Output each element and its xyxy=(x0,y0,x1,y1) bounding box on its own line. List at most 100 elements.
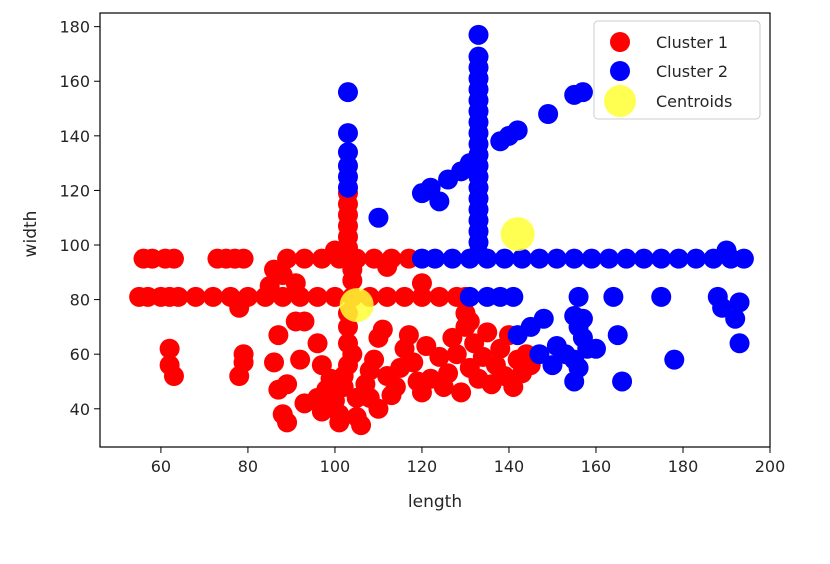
cluster-1-point xyxy=(264,352,285,373)
cluster-1-point xyxy=(168,286,189,307)
cluster-1-point xyxy=(403,352,424,373)
x-axis: 60 80 100 120 140 160 180 200 xyxy=(151,447,786,476)
cluster-1-point xyxy=(294,248,315,269)
x-tick-label: 140 xyxy=(494,457,525,476)
cluster-2-point xyxy=(468,24,489,45)
legend-box xyxy=(593,20,761,120)
x-tick-label: 120 xyxy=(407,457,438,476)
cluster-2-point xyxy=(429,191,450,212)
y-tick-label: 140 xyxy=(59,127,90,146)
y-tick-label: 100 xyxy=(59,236,90,255)
cluster-1-point xyxy=(163,248,184,269)
x-tick-label: 100 xyxy=(320,457,351,476)
cluster-1-point xyxy=(446,344,467,365)
cluster-2-point xyxy=(442,248,463,269)
y-tick-label: 40 xyxy=(70,400,90,419)
cluster-1-point xyxy=(329,412,350,433)
cluster-2-point xyxy=(716,240,737,261)
legend-label-centroids: Centroids xyxy=(656,92,732,111)
cluster-2-point xyxy=(546,248,567,269)
cluster-2-point xyxy=(585,338,606,359)
cluster-1-point xyxy=(337,316,358,337)
cluster-1-point xyxy=(285,273,306,294)
cluster-2-point xyxy=(581,248,602,269)
cluster-2-point xyxy=(337,177,358,198)
x-axis-label: length xyxy=(408,492,462,512)
cluster-2-point xyxy=(564,248,585,269)
cluster-2-point xyxy=(664,349,685,370)
legend-marker-cluster-2 xyxy=(610,61,630,81)
cluster-1-point xyxy=(429,286,450,307)
cluster-1-point xyxy=(229,297,250,318)
cluster-2-point xyxy=(686,248,707,269)
y-tick-label: 180 xyxy=(59,18,90,37)
cluster-2-point xyxy=(612,371,633,392)
x-tick-label: 80 xyxy=(238,457,258,476)
y-axis: 40 60 80 100 120 140 160 180 xyxy=(59,18,100,419)
y-tick-label: 120 xyxy=(59,181,90,200)
cluster-1-point xyxy=(351,415,372,436)
cluster-2-point xyxy=(459,286,480,307)
cluster-2-point xyxy=(607,325,628,346)
cluster-1-point xyxy=(438,363,459,384)
cluster-1-point xyxy=(394,286,415,307)
cluster-2-point xyxy=(503,286,524,307)
cluster-1-point xyxy=(203,286,224,307)
x-tick-label: 200 xyxy=(755,457,786,476)
cluster-2-point xyxy=(668,248,689,269)
x-tick-label: 160 xyxy=(581,457,612,476)
cluster-1-point xyxy=(277,412,298,433)
cluster-1-point xyxy=(364,349,385,370)
cluster-1-point xyxy=(294,311,315,332)
cluster-1-point xyxy=(342,259,363,280)
cluster-2-point xyxy=(633,248,654,269)
cluster-1-point xyxy=(377,256,398,277)
cluster-2-point xyxy=(459,248,480,269)
cluster-2-point xyxy=(512,248,533,269)
cluster-2-point xyxy=(507,120,528,141)
x-tick-label: 60 xyxy=(151,457,171,476)
cluster-1-point xyxy=(159,338,180,359)
cluster-2-point xyxy=(368,207,389,228)
cluster-2-point xyxy=(725,308,746,329)
cluster-2-point xyxy=(564,371,585,392)
legend-label-cluster-2: Cluster 2 xyxy=(656,62,728,81)
cluster-1-point xyxy=(233,248,254,269)
cluster-1-point xyxy=(372,319,393,340)
series-layer xyxy=(129,24,754,436)
cluster-2-point xyxy=(337,82,358,103)
cluster-2-point xyxy=(603,286,624,307)
cluster-1-point xyxy=(385,376,406,397)
cluster-1-point xyxy=(451,382,472,403)
cluster-2-point xyxy=(425,248,445,269)
cluster-1-point xyxy=(477,322,498,343)
cluster-1-point xyxy=(324,286,345,307)
cluster-1-point xyxy=(368,398,389,419)
plot-frame xyxy=(99,12,771,448)
y-tick-label: 80 xyxy=(70,291,90,310)
cluster-2-point xyxy=(572,308,593,329)
cluster-1-point xyxy=(455,316,476,337)
cluster-1-point xyxy=(268,325,289,346)
cluster-2-point xyxy=(337,123,358,144)
cluster-1-point xyxy=(290,349,311,370)
cluster-2-point xyxy=(616,248,637,269)
centroids-series xyxy=(339,217,535,323)
centroids-point xyxy=(500,217,535,252)
cluster-1-point xyxy=(259,275,280,296)
cluster-2-point xyxy=(651,286,672,307)
cluster-2-point xyxy=(572,82,593,103)
cluster-2-point xyxy=(494,248,515,269)
cluster-1-point xyxy=(229,366,250,387)
cluster-2-series xyxy=(337,24,754,392)
cluster-2-point xyxy=(459,153,480,174)
y-tick-label: 160 xyxy=(59,72,90,91)
cluster-1-point xyxy=(307,333,328,354)
cluster-2-point xyxy=(533,308,554,329)
cluster-1-point xyxy=(185,286,206,307)
cluster-1-point xyxy=(337,333,358,354)
x-tick-label: 180 xyxy=(668,457,699,476)
cluster-1-point xyxy=(411,273,432,294)
cluster-2-point xyxy=(529,248,550,269)
legend: Cluster 1 Cluster 2 Centroids xyxy=(593,20,761,120)
